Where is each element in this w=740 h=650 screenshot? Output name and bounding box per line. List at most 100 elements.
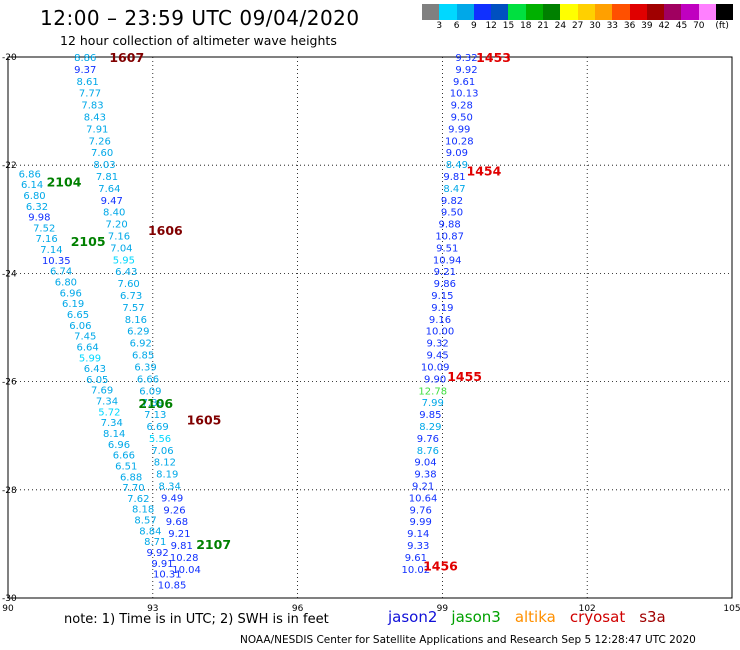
swh-value: 9.14 <box>407 529 429 540</box>
swh-value: 6.73 <box>120 291 142 302</box>
swh-value: 8.18 <box>132 505 154 516</box>
swh-value: 5.95 <box>113 255 135 266</box>
swh-value: 7.34 <box>101 418 123 429</box>
swh-value: 9.86 <box>434 279 456 290</box>
swh-value: 7.83 <box>81 101 103 112</box>
swh-value: 7.91 <box>86 124 108 135</box>
swh-value: 9.82 <box>441 196 463 207</box>
color-swatch <box>439 4 457 20</box>
swh-value: 10.28 <box>445 136 474 147</box>
swh-value: 9.76 <box>410 505 432 516</box>
satellite-legend: jason2 jason3 altika cryosat s3a <box>388 608 680 626</box>
pass-number-label: 1453 <box>476 50 511 65</box>
color-scale-label: 30 <box>589 21 601 31</box>
swh-value: 9.32 <box>426 339 448 350</box>
swh-value: 9.99 <box>448 124 470 135</box>
swh-value: 9.04 <box>414 458 436 469</box>
legend-item-s3a: s3a <box>639 608 666 626</box>
swh-value: 9.21 <box>412 481 434 492</box>
swh-value: 9.37 <box>74 65 96 76</box>
swh-value: 5.72 <box>98 407 120 418</box>
swh-value: 8.14 <box>103 429 125 440</box>
color-scale-label: 27 <box>571 21 584 31</box>
swh-value: 9.33 <box>407 541 429 552</box>
color-scale-label: 70 <box>693 21 705 31</box>
color-swatch <box>543 4 561 20</box>
color-scale-label: 45 <box>675 21 688 31</box>
swh-value: 8.76 <box>417 446 439 457</box>
swh-value: 8.03 <box>93 160 115 171</box>
y-tick-label: -24 <box>2 269 17 279</box>
swh-value: 10.13 <box>450 89 479 100</box>
swh-value: 9.81 <box>443 172 465 183</box>
swh-value: 9.88 <box>439 220 461 231</box>
color-scale-label: 33 <box>606 21 619 31</box>
swh-value: 9.19 <box>431 303 453 314</box>
swh-value: 7.52 <box>33 223 55 234</box>
color-swatch <box>664 4 682 20</box>
swh-value: 9.49 <box>161 493 183 504</box>
color-scale-label: 12 <box>485 21 497 31</box>
pass-number-label: 1606 <box>148 223 183 238</box>
map-subtitle: 12 hour collection of altimeter wave hei… <box>60 33 337 48</box>
swh-value: 7.81 <box>96 172 118 183</box>
x-tick-label: 93 <box>147 604 158 614</box>
color-scale-label: 15 <box>502 21 515 31</box>
swh-value: 7.20 <box>105 220 127 231</box>
y-tick-label: -20 <box>2 53 17 63</box>
swh-value: 6.19 <box>62 299 84 310</box>
color-swatch <box>681 4 699 20</box>
swh-value: 9.98 <box>28 213 50 224</box>
color-swatch <box>508 4 526 20</box>
footer-note: note: 1) Time is in UTC; 2) SWH is in fe… <box>64 612 329 627</box>
swh-value: 7.45 <box>74 332 96 343</box>
swh-value: 8.16 <box>125 315 147 326</box>
swh-value: 6.85 <box>132 351 154 362</box>
swh-value: 9.21 <box>168 529 190 540</box>
legend-item-cryosat: cryosat <box>569 608 626 626</box>
y-tick-label: -28 <box>2 486 17 496</box>
swh-value: 7.26 <box>89 136 111 147</box>
swh-value: 8.57 <box>134 516 156 527</box>
swh-value: 9.92 <box>455 65 477 76</box>
color-swatch <box>716 4 734 20</box>
swh-value: 6.74 <box>50 267 72 278</box>
swh-value: 6.09 <box>139 386 161 397</box>
swh-value: 6.39 <box>134 362 156 373</box>
color-scale-bar <box>422 4 734 20</box>
swh-value: 9.90 <box>424 374 446 385</box>
swh-value: 7.14 <box>40 245 62 256</box>
swh-value: 7.64 <box>98 184 120 195</box>
swh-value: 7.60 <box>91 148 113 159</box>
pass-number-label: 1607 <box>109 50 144 65</box>
pass-number-label: 1456 <box>423 559 458 574</box>
swh-value: 6.05 <box>86 375 108 386</box>
color-scale-label: 36 <box>623 21 636 31</box>
pass-number-label: 1455 <box>447 369 482 384</box>
swh-value: 10.00 <box>426 327 455 338</box>
color-swatch <box>698 4 717 20</box>
swh-value: 7.39 <box>142 398 164 409</box>
swh-value: 8.49 <box>446 160 468 171</box>
color-swatch <box>594 4 613 20</box>
swh-value: 10.87 <box>435 232 464 243</box>
swh-value: 7.16 <box>35 234 57 245</box>
color-swatch <box>456 4 474 20</box>
swh-value: 8.19 <box>156 470 178 481</box>
color-swatch <box>577 4 595 20</box>
color-swatch <box>646 4 665 20</box>
swh-value: 9.47 <box>101 196 123 207</box>
swh-value: 10.85 <box>158 580 187 591</box>
color-swatch <box>525 4 544 20</box>
swh-value: 10.35 <box>42 256 71 267</box>
swh-value: 6.66 <box>137 374 159 385</box>
swh-value: 12.78 <box>418 386 447 397</box>
y-tick-label: -26 <box>2 378 17 388</box>
swh-value: 6.43 <box>84 364 106 375</box>
swh-value: 9.50 <box>441 208 463 219</box>
swh-value: 6.80 <box>55 278 77 289</box>
swh-value: 8.47 <box>443 184 465 195</box>
swh-value: 9.99 <box>410 517 432 528</box>
swh-value: 6.69 <box>146 422 168 433</box>
